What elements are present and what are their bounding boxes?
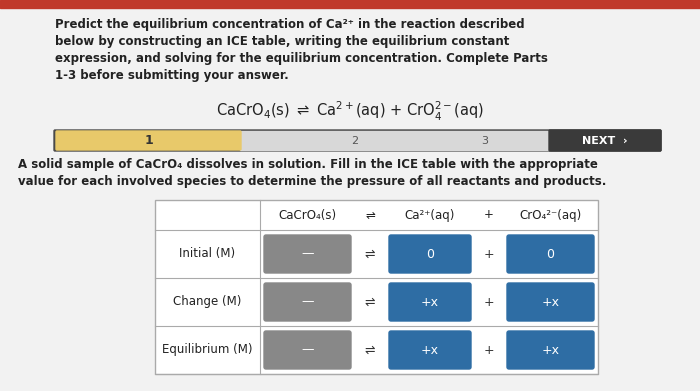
FancyBboxPatch shape [264,331,351,369]
Text: Predict the equilibrium concentration of Ca²⁺ in the reaction described: Predict the equilibrium concentration of… [55,18,524,31]
Text: 0: 0 [426,248,434,260]
Text: Equilibrium (M): Equilibrium (M) [162,344,253,357]
FancyBboxPatch shape [56,131,241,150]
Text: CaCrO$_4$(s) $\rightleftharpoons$ Ca$^{2+}$(aq) + CrO$_4^{2-}$(aq): CaCrO$_4$(s) $\rightleftharpoons$ Ca$^{2… [216,100,484,123]
Text: CaCrO₄(s): CaCrO₄(s) [279,208,337,221]
Text: +x: +x [421,296,439,308]
Text: —: — [301,344,314,357]
Bar [0,0,700,8]
Text: expression, and solving for the equilibrium concentration. Complete Parts: expression, and solving for the equilibr… [55,52,548,65]
Text: +x: +x [542,344,559,357]
Text: 0: 0 [547,248,554,260]
Text: 1: 1 [144,134,153,147]
Text: +: + [484,344,494,357]
FancyBboxPatch shape [264,283,351,321]
Text: ⇌: ⇌ [365,248,375,260]
Text: +x: +x [421,344,439,357]
FancyBboxPatch shape [389,283,471,321]
Bar [155,200,598,374]
FancyBboxPatch shape [54,130,661,151]
FancyBboxPatch shape [507,331,594,369]
Text: +: + [484,296,494,308]
FancyBboxPatch shape [549,130,661,151]
Text: +x: +x [542,296,559,308]
Text: CrO₄²⁻(aq): CrO₄²⁻(aq) [519,208,582,221]
Text: 1-3 before submitting your answer.: 1-3 before submitting your answer. [55,69,288,82]
Text: below by constructing an ICE table, writing the equilibrium constant: below by constructing an ICE table, writ… [55,35,510,48]
Text: ⇌: ⇌ [365,208,375,221]
Text: +: + [484,248,494,260]
Text: +: + [484,208,494,221]
Text: Initial (M): Initial (M) [179,248,236,260]
Text: 2: 2 [351,136,358,145]
FancyBboxPatch shape [240,131,550,150]
FancyBboxPatch shape [507,283,594,321]
FancyBboxPatch shape [507,235,594,273]
Text: Ca²⁺(aq): Ca²⁺(aq) [405,208,455,221]
Text: Change (M): Change (M) [174,296,241,308]
FancyBboxPatch shape [264,235,351,273]
FancyBboxPatch shape [389,331,471,369]
Text: NEXT  ›: NEXT › [582,136,628,145]
Text: ⇌: ⇌ [365,344,375,357]
Text: A solid sample of CaCrO₄ dissolves in solution. Fill in the ICE table with the a: A solid sample of CaCrO₄ dissolves in so… [18,158,598,171]
Text: 3: 3 [482,136,489,145]
Text: value for each involved species to determine the pressure of all reactants and p: value for each involved species to deter… [18,175,606,188]
Text: —: — [301,296,314,308]
FancyBboxPatch shape [389,235,471,273]
Text: ⇌: ⇌ [365,296,375,308]
Text: —: — [301,248,314,260]
Bar [155,200,598,374]
